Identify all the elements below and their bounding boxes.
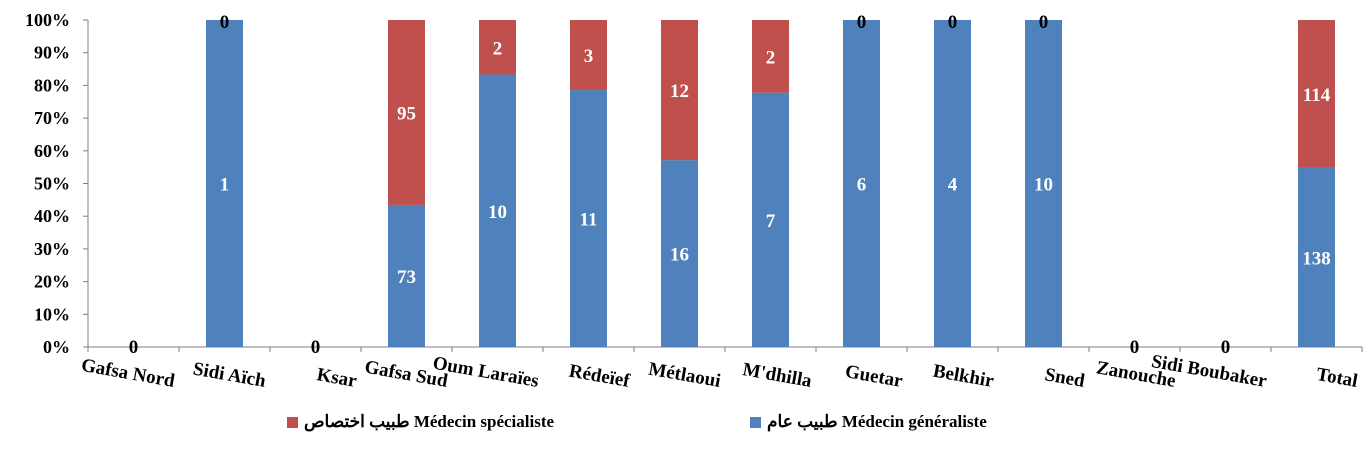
legend-swatch-specialist	[287, 416, 298, 428]
bar-generalist	[479, 74, 516, 347]
data-label-specialist: 95	[397, 103, 416, 124]
legend-label-specialist: طبيب اختصاص Médecin spécialiste	[304, 412, 555, 431]
bar-generalist	[934, 20, 971, 347]
data-label-generalist: 4	[948, 175, 958, 196]
y-tick-label: 80%	[34, 75, 70, 95]
data-label-generalist: 138	[1302, 248, 1331, 269]
legend-label-generalist: طبيب عام Médecin généraliste	[767, 412, 987, 431]
data-label-specialist: 2	[766, 47, 776, 68]
legend-item-specialist: طبيب اختصاص Médecin spécialiste	[287, 412, 554, 432]
bar-generalist	[752, 92, 789, 348]
y-tick-label: 40%	[34, 206, 70, 226]
y-tick-label: 20%	[34, 272, 70, 292]
bar-generalist	[661, 160, 698, 347]
y-tick-label: 30%	[34, 239, 70, 259]
data-label-specialist: 0	[948, 12, 958, 33]
category-label: Métlaoui	[647, 359, 722, 392]
data-label-specialist: 0	[220, 12, 230, 33]
category-label: Sned	[1043, 364, 1087, 392]
bar-generalist	[388, 204, 425, 347]
category-label: M'dhilla	[741, 359, 814, 392]
y-tick-label: 0%	[43, 337, 70, 357]
data-label-specialist: 0	[1039, 12, 1049, 33]
data-label-zero: 0	[1221, 337, 1231, 358]
data-label-specialist: 2	[493, 38, 503, 59]
data-label-generalist: 16	[670, 245, 689, 266]
data-label-zero: 0	[311, 337, 321, 358]
bar-specialist	[661, 20, 698, 161]
bar-generalist	[570, 90, 607, 348]
category-label: Gafsa Nord	[80, 355, 177, 392]
bar-specialist	[752, 20, 789, 93]
bar-generalist	[1298, 167, 1335, 347]
y-tick-label: 90%	[34, 43, 70, 63]
legend-item-generalist: طبيب عام Médecin généraliste	[750, 412, 987, 432]
data-label-specialist: 3	[584, 46, 594, 67]
y-tick-label: 100%	[25, 10, 70, 30]
category-label: Ksar	[315, 364, 359, 392]
data-label-specialist: 12	[670, 81, 689, 102]
y-tick-label: 60%	[34, 141, 70, 161]
bar-specialist	[388, 20, 425, 205]
category-label: Belkhir	[931, 361, 996, 392]
bar-specialist	[479, 20, 516, 75]
data-label-generalist: 6	[857, 175, 867, 196]
data-label-generalist: 73	[397, 267, 416, 288]
bar-generalist	[206, 20, 243, 347]
bar-generalist	[1025, 20, 1062, 347]
data-label-generalist: 1	[220, 175, 230, 196]
data-label-zero: 0	[129, 337, 139, 358]
bar-specialist	[570, 20, 607, 91]
category-label: Total	[1315, 364, 1360, 392]
y-tick-label: 50%	[34, 174, 70, 194]
data-label-zero: 0	[1130, 337, 1140, 358]
data-label-specialist: 0	[857, 12, 867, 33]
data-label-generalist: 7	[766, 211, 776, 232]
category-label: Rédeïef	[567, 361, 632, 392]
data-label-generalist: 11	[580, 210, 598, 231]
legend-swatch-generalist	[750, 416, 761, 428]
data-label-generalist: 10	[488, 202, 507, 223]
data-label-specialist: 114	[1303, 85, 1331, 106]
bar-specialist	[1298, 20, 1335, 168]
y-tick-label: 10%	[34, 304, 70, 324]
y-tick-label: 70%	[34, 108, 70, 128]
legend: طبيب اختصاص Médecin spécialiste طبيب عام…	[0, 412, 1371, 442]
category-label: Guetar	[843, 361, 904, 392]
category-label: Sidi Aïch	[191, 358, 267, 392]
data-label-generalist: 10	[1034, 175, 1053, 196]
bar-generalist	[843, 20, 880, 347]
category-label: Oum Laraïes	[431, 353, 540, 392]
